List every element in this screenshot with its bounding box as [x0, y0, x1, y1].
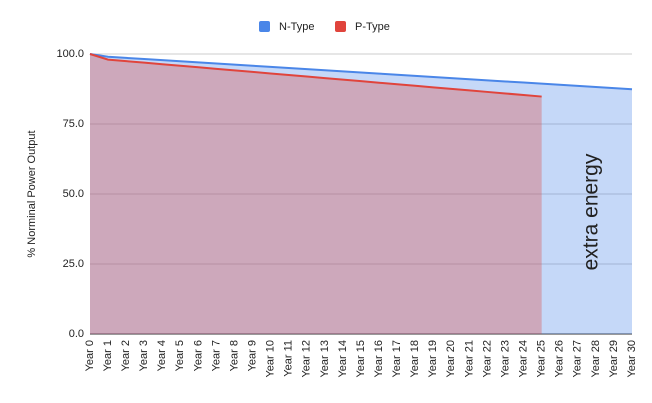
- x-tick-label: Year 15: [355, 340, 367, 378]
- x-tick-label: Year 12: [301, 340, 313, 378]
- x-tick-label: Year 16: [373, 340, 385, 378]
- legend-label: P-Type: [355, 21, 390, 33]
- x-tick-label: Year 7: [210, 340, 222, 371]
- x-tick-label: Year 4: [156, 340, 168, 371]
- legend-swatch: [335, 21, 346, 32]
- y-tick-label: 25.0: [63, 258, 84, 270]
- annotation: extra energy: [580, 153, 603, 270]
- y-tick-label: 50.0: [63, 188, 84, 200]
- x-tick-label: Year 10: [265, 340, 277, 378]
- x-tick-label: Year 27: [572, 340, 584, 378]
- line: [89, 53, 542, 98]
- x-tick-label: Year 25: [536, 340, 548, 378]
- x-tick-label: Year 26: [554, 340, 566, 378]
- x-tick-label: Year 24: [518, 340, 530, 378]
- area: [90, 54, 632, 334]
- x-tick-label: Year 11: [283, 340, 295, 377]
- x-tick-label: Year 20: [445, 340, 457, 378]
- x-tick-label: Year 1: [102, 340, 114, 371]
- y-axis-label: % Norminal Power Output: [26, 130, 38, 257]
- x-tick-label: Year 6: [192, 340, 204, 371]
- y-tick-label: 0.0: [69, 328, 84, 340]
- y-tick-label: 75.0: [63, 118, 84, 130]
- x-tick-label: Year 2: [120, 340, 132, 371]
- legend-swatch: [259, 21, 270, 32]
- x-tick-label: Year 0: [84, 340, 96, 371]
- x-tick-label: Year 3: [138, 340, 150, 371]
- x-tick-label: Year 22: [481, 340, 493, 378]
- x-tick-label: Year 28: [590, 340, 602, 378]
- x-tick-label: Year 29: [608, 340, 620, 378]
- line: [89, 53, 633, 91]
- area: [90, 54, 542, 334]
- x-tick-label: Year 13: [319, 340, 331, 378]
- x-tick-label: Year 21: [463, 340, 475, 378]
- x-tick-label: Year 23: [499, 340, 511, 378]
- x-tick-label: Year 19: [427, 340, 439, 378]
- x-tick-label: Year 9: [247, 340, 259, 371]
- x-tick-label: Year 5: [174, 340, 186, 371]
- y-tick-label: 100.0: [56, 48, 84, 60]
- x-tick-label: Year 18: [409, 340, 421, 378]
- x-tick-label: Year 8: [228, 340, 240, 371]
- x-tick-label: Year 30: [626, 340, 638, 378]
- x-tick-label: Year 14: [337, 340, 349, 378]
- legend-label: N-Type: [279, 21, 314, 33]
- x-tick-label: Year 17: [391, 340, 403, 378]
